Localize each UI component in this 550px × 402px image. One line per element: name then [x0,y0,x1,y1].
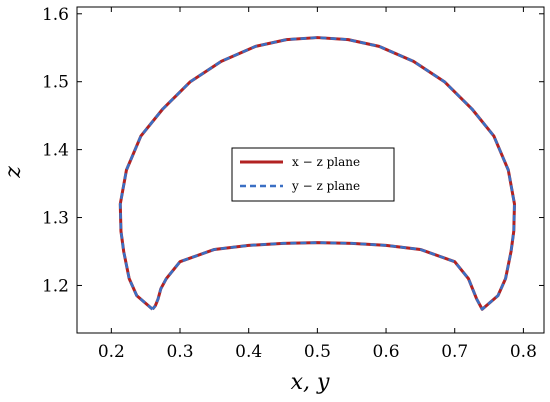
legend-label-1: x − z plane [292,155,360,169]
y-tick-label: 1.3 [42,209,69,229]
plot-frame [76,6,545,334]
y-tick-label: 1.2 [42,276,69,296]
x-tick-label: 0.3 [166,342,193,362]
x-axis-ticks: 0.2 0.3 0.4 0.5 0.6 0.7 0.8 [98,7,537,362]
y-tick-label: 1.5 [42,73,69,93]
series-layer [118,36,516,311]
y-tick-label: 1.4 [42,141,69,161]
y-axis-label: z [1,166,26,179]
x-tick-label: 0.4 [235,342,262,362]
legend-label-2: y − z plane [291,179,360,193]
x-tick-label: 0.8 [510,342,537,362]
y-tick-label: 1.6 [42,5,69,25]
x-tick-label: 0.6 [373,342,400,362]
legend-box [231,147,395,202]
x-axis-label: x, y [291,370,330,395]
y-axis-ticks: 1.2 1.3 1.4 1.5 1.6 [42,5,544,296]
x-tick-label: 0.2 [98,342,125,362]
plot-area [118,36,516,311]
x-tick-label: 0.5 [304,342,331,362]
legend: x − z plane y − z plane [231,147,395,202]
x-tick-label: 0.7 [441,342,468,362]
series-line-1 [118,36,516,311]
